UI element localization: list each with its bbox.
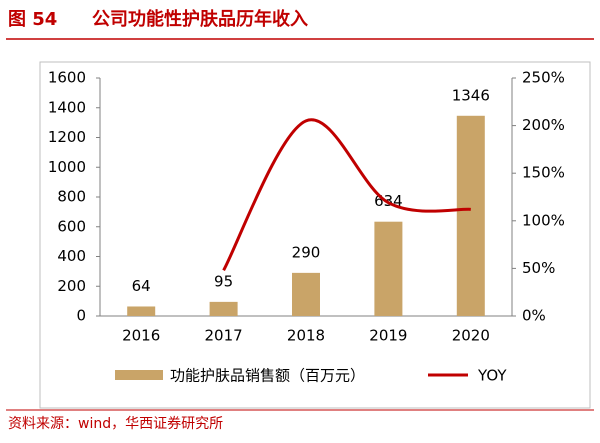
figure-label: 图 54	[8, 9, 57, 30]
y2-tick-label: 0%	[522, 307, 546, 325]
y2-tick-label: 200%	[522, 116, 565, 134]
bar	[209, 301, 238, 316]
bar	[456, 115, 485, 316]
y-tick-label: 400	[57, 247, 86, 265]
line	[222, 118, 471, 272]
y-tick-label: 600	[57, 217, 86, 235]
y-tick-label: 1600	[48, 69, 86, 87]
frame	[39, 61, 591, 409]
bar	[292, 272, 320, 316]
y-tick-label: 800	[57, 188, 86, 206]
bar-value-label: 290	[292, 243, 321, 261]
x-tick-label: 2018	[287, 327, 325, 345]
bar	[374, 221, 403, 316]
bar	[127, 306, 156, 316]
x-tick-label: 2020	[452, 327, 490, 345]
legend-swatch	[115, 370, 163, 380]
x-tick-label: 2017	[205, 327, 243, 345]
bar-value-label: 1346	[452, 86, 490, 104]
y-tick-label: 1400	[48, 98, 86, 116]
source: 资料来源：wind，华西证券研究所	[8, 416, 223, 432]
y-tick-label: 0	[76, 307, 86, 325]
x-tick-label: 2019	[369, 327, 407, 345]
y2-tick-label: 50%	[522, 259, 555, 277]
y-tick-label: 1200	[48, 128, 86, 146]
x-tick-label: 2016	[122, 327, 160, 345]
bar-value-label: 64	[132, 277, 151, 295]
y-tick-label: 200	[57, 277, 86, 295]
bar-value-label: 95	[214, 272, 233, 290]
y-tick-label: 1000	[48, 158, 86, 176]
y2-tick-label: 250%	[522, 69, 565, 87]
y2-tick-label: 150%	[522, 164, 565, 182]
legend-label: YOY	[477, 367, 507, 385]
y2-tick-label: 100%	[522, 211, 565, 229]
chart-title: 公司功能性护肤品历年收入	[92, 8, 308, 30]
legend-label: 功能护肤品销售额（百万元）	[170, 367, 365, 385]
